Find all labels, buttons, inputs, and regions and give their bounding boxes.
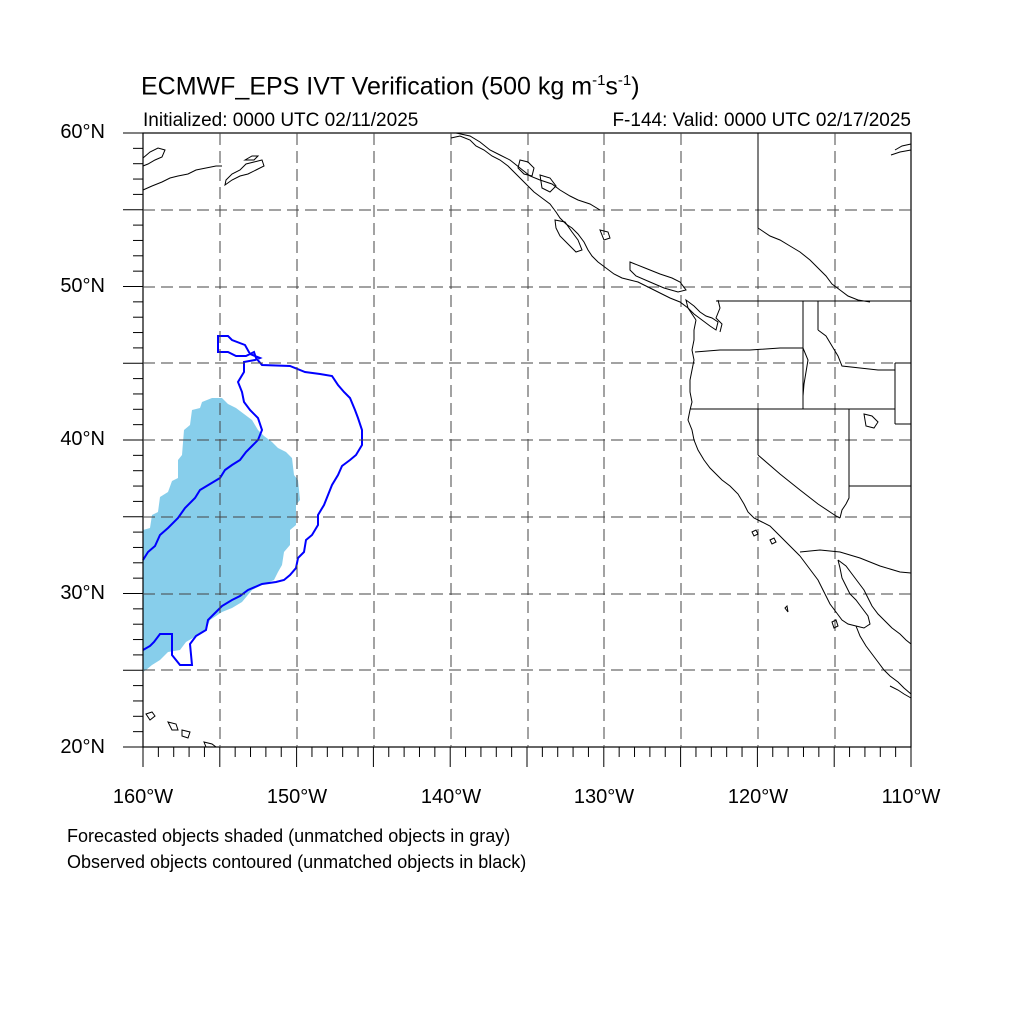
lat-label-50n: 50°N xyxy=(60,275,105,297)
lon-label-130w: 130°W xyxy=(573,786,635,808)
footnote-observed: Observed objects contoured (unmatched ob… xyxy=(67,852,527,872)
state-borders xyxy=(690,133,912,574)
initialized-label: Initialized: 0000 UTC 02/11/2025 xyxy=(143,110,419,131)
lat-label-40n: 40°N xyxy=(60,428,105,450)
observed-object xyxy=(142,335,363,666)
valid-label: F-144: Valid: 0000 UTC 02/17/2025 xyxy=(612,110,911,131)
lon-label-140w: 140°W xyxy=(420,786,482,808)
axis-ticks xyxy=(123,132,912,767)
lon-label-150w: 150°W xyxy=(266,786,328,808)
lon-label-120w: 120°W xyxy=(727,786,789,808)
lon-label-110w: 110°W xyxy=(881,786,941,808)
lat-label-30n: 30°N xyxy=(60,582,105,604)
plot-title: ECMWF_EPS IVT Verification (500 kg m-1s-… xyxy=(141,72,640,101)
coastlines xyxy=(142,132,912,748)
lat-label-60n: 60°N xyxy=(60,121,105,143)
lon-label-160w: 160°W xyxy=(112,786,174,808)
grid-lines xyxy=(143,133,911,747)
footnote-forecast: Forecasted objects shaded (unmatched obj… xyxy=(67,826,511,846)
forecast-object xyxy=(143,398,300,672)
lat-label-20n: 20°N xyxy=(60,736,105,758)
